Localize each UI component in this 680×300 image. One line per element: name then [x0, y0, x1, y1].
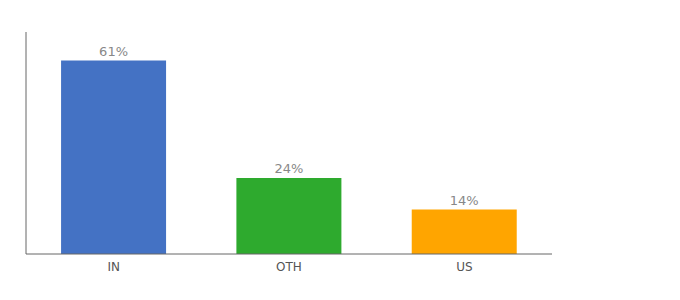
- svg-text:61%: 61%: [99, 44, 128, 59]
- svg-text:24%: 24%: [274, 161, 303, 176]
- svg-text:IN: IN: [107, 260, 120, 274]
- svg-text:US: US: [456, 260, 472, 274]
- svg-text:14%: 14%: [450, 193, 479, 208]
- svg-text:OTH: OTH: [276, 260, 302, 274]
